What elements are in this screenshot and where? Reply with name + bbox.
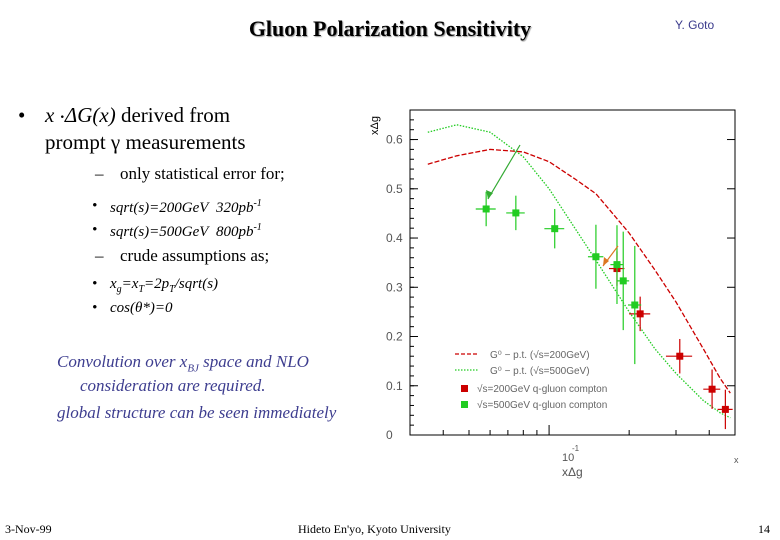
x-tick-label-exponent: -1 bbox=[572, 444, 580, 453]
lumi-exponent: -1 bbox=[253, 198, 262, 209]
lumi-320-text: 320pb bbox=[215, 200, 254, 216]
y-tick-label: 0.6 bbox=[386, 133, 403, 147]
pt-sub: T bbox=[169, 284, 175, 295]
bullet-1-line-1: x ·ΔG(x) derived from bbox=[45, 103, 230, 128]
x-variable: x bbox=[45, 103, 60, 127]
bullet-1-line-2: prompt γ measurements bbox=[45, 130, 246, 154]
dash-marker-1: – bbox=[95, 164, 104, 183]
sub-bullet-statistical: only statistical error for; bbox=[120, 164, 285, 183]
delta-g-function: ΔG(x) bbox=[64, 103, 116, 127]
y-axis-label: xΔg bbox=[369, 116, 381, 135]
y-axis-ticks: 0 0.1 0.2 0.3 0.4 0.5 0.6 bbox=[386, 119, 735, 442]
arrow-500-head bbox=[486, 190, 493, 199]
slide-title: Gluon Polarization Sensitivity bbox=[248, 16, 532, 41]
x-axis-label: xΔg bbox=[562, 465, 583, 479]
footer-affiliation: Hideto En'yo, Kyoto University bbox=[298, 522, 451, 536]
y-tick-label: 0.5 bbox=[386, 182, 403, 196]
arrow-500-line bbox=[487, 144, 521, 200]
legend-label-points-200: √s=200GeV q-gluon compton bbox=[477, 383, 607, 395]
bullet-marker-1: • bbox=[18, 103, 26, 127]
data-point-200gev bbox=[721, 405, 729, 413]
x-tick-label-10: 10 bbox=[562, 452, 574, 464]
energy-500-text: sqrt(s)=500GeV bbox=[110, 224, 209, 240]
data-point-500gev bbox=[551, 225, 559, 233]
note-line-3: global structure can be seen immediately bbox=[57, 403, 337, 422]
xg-x: x bbox=[110, 276, 117, 292]
plot-frame bbox=[409, 109, 736, 436]
data-point-500gev bbox=[482, 205, 490, 213]
xg-relation: xg=xT=2pT/sqrt(s) bbox=[110, 276, 218, 295]
note-bj-sub: BJ bbox=[187, 362, 199, 375]
cos-theta-relation: cos(θ*)=0 bbox=[110, 300, 173, 316]
legend-label-curve-200: G⁰ − p.t. (√s=200GeV) bbox=[490, 349, 590, 361]
x-axis-ticks bbox=[409, 425, 736, 435]
data-point-500gev bbox=[619, 277, 627, 285]
y-tick-label: 0.4 bbox=[386, 231, 403, 245]
lumi-exponent: -1 bbox=[253, 222, 262, 233]
annotation-arrows bbox=[486, 144, 619, 267]
energy-200-item: sqrt(s)=200GeV 320pb-1 bbox=[110, 198, 262, 217]
dot-operator: · bbox=[59, 109, 65, 126]
plot-area: xΔg 0 0.1 0.2 0.3 0.4 0.5 0.6 10 -1 x xΔg G⁰ −… bbox=[369, 109, 739, 479]
curve-200gev bbox=[427, 148, 731, 394]
sqrt-s-denominator: /sqrt(s) bbox=[174, 276, 219, 292]
legend-marker-200 bbox=[461, 385, 468, 392]
y-tick-label: 0 bbox=[386, 428, 393, 442]
dash-marker-2: – bbox=[95, 246, 104, 265]
pt-eq: =2p bbox=[144, 276, 170, 292]
x-tick-label-x: x bbox=[734, 455, 739, 465]
energy-200-text: sqrt(s)=200GeV bbox=[110, 200, 209, 216]
data-point-200gev bbox=[636, 310, 644, 318]
bullet-marker-200: • bbox=[92, 198, 98, 214]
y-tick-label: 0.1 bbox=[386, 379, 403, 393]
author-name: Y. Goto bbox=[675, 18, 715, 32]
energy-500-item: sqrt(s)=500GeV 800pb-1 bbox=[110, 222, 262, 241]
data-point-500gev bbox=[512, 209, 520, 217]
data-point-500gev bbox=[592, 253, 600, 261]
data-point-200gev bbox=[676, 352, 684, 360]
note-convolution: Convolution over x bbox=[57, 352, 188, 371]
footer-page-number: 14 bbox=[758, 522, 770, 536]
note-line-1: Convolution over xBJ space and NLO bbox=[57, 352, 309, 374]
footer-date: 3-Nov-99 bbox=[5, 522, 52, 536]
data-points bbox=[475, 191, 733, 430]
xg-sub: g bbox=[116, 284, 122, 295]
xt-sub: T bbox=[138, 284, 145, 295]
data-point-200gev bbox=[708, 385, 716, 393]
bullet-marker-500: • bbox=[92, 222, 98, 238]
derived-from-text: derived from bbox=[115, 103, 231, 127]
note-nlo: space and NLO bbox=[198, 352, 309, 371]
lumi-800-text: 800pb bbox=[215, 224, 254, 240]
y-tick-label: 0.3 bbox=[386, 280, 403, 294]
note-line-2: consideration are required. bbox=[80, 376, 266, 395]
data-point-500gev bbox=[631, 301, 639, 309]
arrow-200-head bbox=[603, 257, 609, 266]
legend-label-points-500: √s=500GeV q-gluon compton bbox=[477, 399, 607, 411]
legend-label-curve-500: G⁰ − p.t. (√s=500GeV) bbox=[490, 365, 590, 377]
legend-marker-500 bbox=[461, 401, 468, 408]
sub-bullet-assumptions: crude assumptions as; bbox=[120, 246, 270, 265]
data-point-500gev bbox=[613, 261, 621, 269]
y-tick-label: 0.2 bbox=[386, 330, 403, 344]
bullet-marker-cos: • bbox=[92, 300, 98, 316]
bullet-marker-xg: • bbox=[92, 276, 98, 292]
legend: G⁰ − p.t. (√s=200GeV) G⁰ − p.t. (√s=500G… bbox=[455, 349, 607, 411]
xt-eq: =x bbox=[121, 276, 139, 292]
